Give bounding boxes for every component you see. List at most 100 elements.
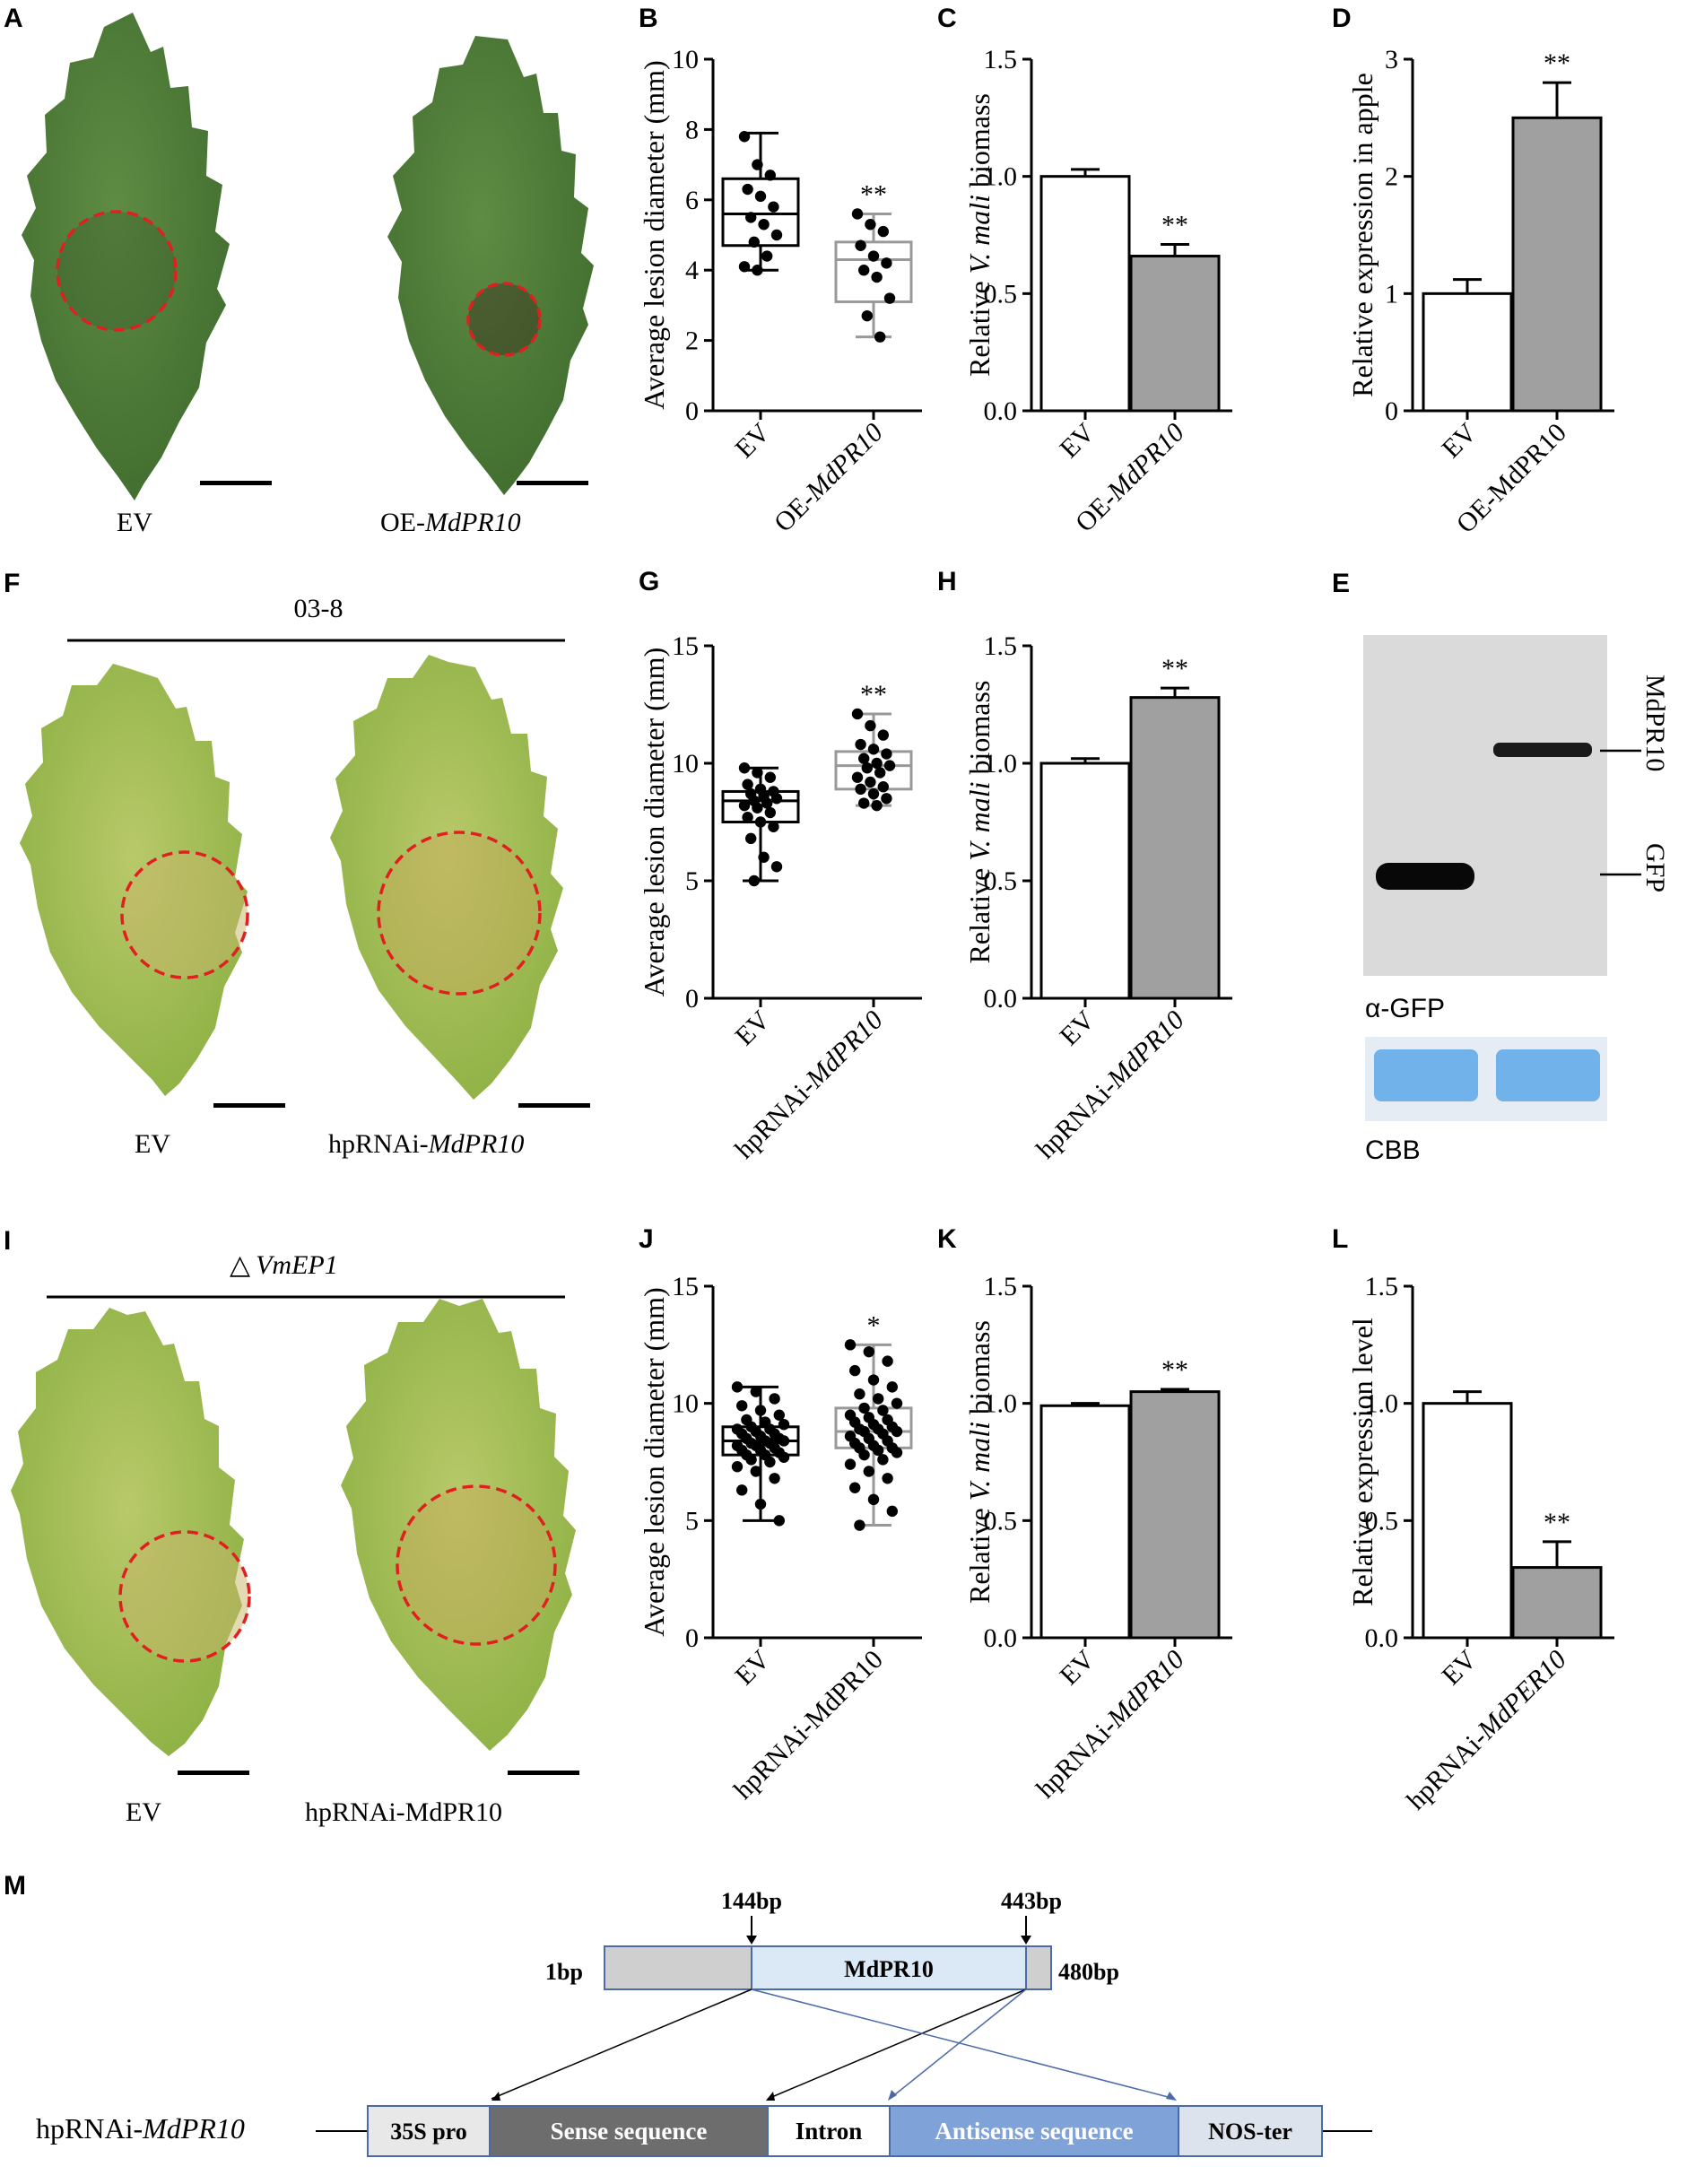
map-antisense-start-head xyxy=(888,2090,897,2101)
segment-nos xyxy=(1178,2105,1323,2157)
segment-label-35s: 35S pro xyxy=(390,2119,467,2145)
panel-a: A EV OE-MdPR10 xyxy=(4,4,594,537)
segment-label-nos: NOS-ter xyxy=(1208,2119,1292,2145)
point-b-1 xyxy=(738,261,751,273)
point-g-2 xyxy=(867,787,880,800)
segment-intron xyxy=(767,2105,891,2157)
y-axis-label-j: Average lesion diameter (mm) xyxy=(638,1287,670,1636)
y-tick-label-k: 0.0 xyxy=(984,1623,1018,1653)
panel-label-h: H xyxy=(937,567,957,596)
point-b-2 xyxy=(851,208,864,220)
point-g-2 xyxy=(855,738,866,751)
point-g-1 xyxy=(745,832,757,845)
lesion-ev-i xyxy=(120,1532,249,1661)
point-j-2 xyxy=(891,1425,903,1438)
panel-label-l: L xyxy=(1332,1224,1348,1254)
pos-label-443: 443bp xyxy=(1001,1888,1062,1914)
point-g-1 xyxy=(742,812,753,823)
panel-label-e: E xyxy=(1332,569,1350,598)
lesion-circle-ev-i xyxy=(118,1530,251,1663)
cbb-band-1 xyxy=(1374,1049,1478,1101)
point-b-1 xyxy=(738,131,751,143)
y-tick-label-b: 8 xyxy=(685,115,699,144)
point-j-2 xyxy=(882,1355,893,1367)
point-b-2 xyxy=(881,257,892,269)
point-j-1 xyxy=(745,1454,757,1466)
segment-antisense xyxy=(889,2105,1179,2157)
significance-b: ** xyxy=(860,179,887,209)
pos-label-144: 144bp xyxy=(721,1888,782,1914)
scale-bar-a1 xyxy=(200,481,272,485)
y-axis-label-g: Average lesion diameter (mm) xyxy=(638,648,670,996)
point-j-1 xyxy=(769,1393,780,1405)
point-b-2 xyxy=(855,239,866,251)
x-tick-label-h: EV xyxy=(1054,1005,1100,1051)
y-axis-label-b: Average lesion diameter (mm) xyxy=(638,60,670,409)
point-j-1 xyxy=(764,1456,776,1468)
y-tick-label-j: 0 xyxy=(685,1623,699,1653)
point-j-1 xyxy=(773,1409,785,1421)
point-j-2 xyxy=(867,1374,880,1386)
leaf-hp-i xyxy=(341,1299,576,1751)
point-g-2 xyxy=(871,799,883,812)
y-tick-label-b: 10 xyxy=(672,45,699,74)
lesion-circle-ev-a xyxy=(56,210,178,332)
bar-c-1 xyxy=(1039,175,1131,413)
panel-label-j: J xyxy=(639,1224,654,1254)
bar-d-1 xyxy=(1422,291,1513,413)
point-j-1 xyxy=(731,1381,744,1393)
y-tick-label-k: 0.5 xyxy=(984,1506,1018,1536)
bar-h-2 xyxy=(1129,696,1221,1000)
y-tick-label-h: 0.0 xyxy=(984,984,1018,1014)
point-b-2 xyxy=(874,331,886,343)
segment-label-intron: Intron xyxy=(796,2118,863,2145)
point-b-1 xyxy=(770,229,783,241)
point-j-2 xyxy=(844,1458,857,1470)
point-g-1 xyxy=(764,806,776,819)
bar-l-1 xyxy=(1422,1402,1513,1640)
point-g-2 xyxy=(851,708,864,720)
point-j-2 xyxy=(882,1473,893,1484)
scale-bar-f2 xyxy=(518,1103,590,1108)
panel-f: F 03-8 EV hpRNAi-MdPR10 xyxy=(4,569,590,1159)
group-label-f: 03-8 xyxy=(294,594,344,623)
gene-end-label: 480bp xyxy=(1058,1959,1119,1985)
x-tick-label-g: EV xyxy=(729,1005,776,1051)
point-b-1 xyxy=(754,190,767,203)
point-g-2 xyxy=(861,762,873,774)
group-label-i: △ VmEP1 xyxy=(230,1250,338,1280)
x-tick-label-l: EV xyxy=(1436,1644,1483,1691)
point-g-2 xyxy=(855,783,866,796)
point-j-1 xyxy=(736,1400,748,1412)
significance-k: ** xyxy=(1161,1355,1188,1385)
point-g-2 xyxy=(865,719,876,732)
gene-name: MdPR10 xyxy=(844,1956,934,1982)
point-b-1 xyxy=(748,236,760,248)
panel-label-g: G xyxy=(639,567,659,596)
panel-label-c: C xyxy=(937,4,957,33)
x-tick-label-j: EV xyxy=(729,1644,776,1691)
band-gfp xyxy=(1376,863,1474,890)
y-tick-label-d: 3 xyxy=(1385,45,1398,74)
panel-label-b: B xyxy=(639,4,658,33)
y-axis-label-l: Relative expression level xyxy=(1346,1318,1379,1606)
point-g-1 xyxy=(770,861,783,873)
significance-l: ** xyxy=(1544,1508,1570,1537)
label-ev-f: EV xyxy=(135,1129,170,1159)
point-j-1 xyxy=(769,1473,780,1484)
bar-d-2 xyxy=(1511,116,1603,413)
y-tick-label-d: 1 xyxy=(1385,279,1398,309)
point-g-2 xyxy=(881,748,892,760)
lesion-circle-ev-f xyxy=(120,850,249,979)
map-sense-start-head xyxy=(491,2092,500,2101)
y-tick-label-b: 2 xyxy=(685,326,699,356)
label-ev-i: EV xyxy=(126,1797,161,1827)
x-tick-label-b: EV xyxy=(729,417,776,464)
label-ev-a: EV xyxy=(117,508,152,537)
point-b-1 xyxy=(761,250,773,262)
point-j-1 xyxy=(750,1386,761,1397)
y-tick-label-g: 0 xyxy=(685,984,699,1014)
y-tick-label-l: 0.5 xyxy=(1365,1506,1399,1536)
